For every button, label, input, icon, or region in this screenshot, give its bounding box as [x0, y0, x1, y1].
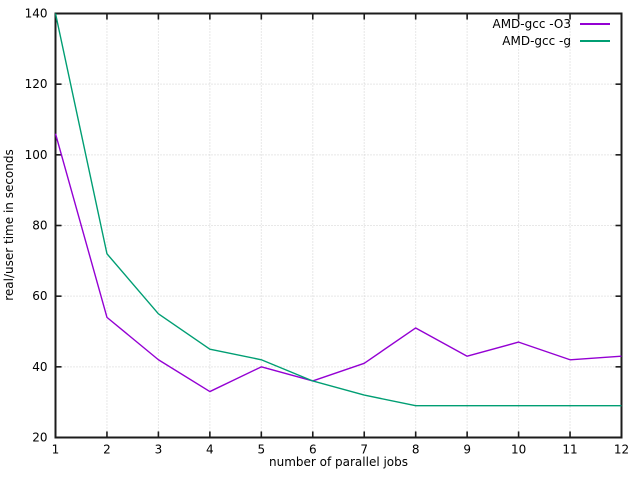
x-tick-label: 8	[412, 443, 420, 457]
x-tick-label: 4	[206, 443, 214, 457]
legend-line-sample-series-1	[580, 40, 610, 42]
y-axis-title: real/user time in seconds	[2, 149, 16, 301]
y-tick-label: 20	[32, 431, 47, 445]
legend-label-series-0: AMD-gcc -O3	[492, 17, 571, 31]
x-tick-label: 9	[463, 443, 471, 457]
y-tick-label: 100	[25, 148, 48, 162]
x-tick-label: 11	[562, 443, 577, 457]
legend-line-sample-series-0	[580, 23, 610, 25]
x-tick-label: 1	[52, 443, 60, 457]
x-tick-label: 6	[309, 443, 317, 457]
y-tick-label: 60	[32, 289, 47, 303]
x-tick-label: 2	[103, 443, 111, 457]
y-tick-label: 140	[25, 7, 48, 21]
legend-item: AMD-gcc -g	[492, 34, 610, 48]
x-tick-label: 12	[614, 443, 629, 457]
y-tick-label: 120	[25, 77, 48, 91]
legend-item: AMD-gcc -O3	[492, 17, 610, 31]
x-tick-label: 7	[360, 443, 368, 457]
y-tick-label: 40	[32, 360, 47, 374]
x-tick-label: 10	[511, 443, 526, 457]
x-tick-label: 5	[257, 443, 265, 457]
x-axis-title: number of parallel jobs	[268, 455, 409, 469]
legend-label-series-1: AMD-gcc -g	[502, 34, 571, 48]
series-line-0	[54, 133, 622, 393]
legend: AMD-gcc -O3 AMD-gcc -g	[492, 17, 610, 48]
y-tick-label: 80	[32, 219, 47, 233]
x-tick-label: 3	[155, 443, 163, 457]
series-line-1	[54, 13, 622, 407]
